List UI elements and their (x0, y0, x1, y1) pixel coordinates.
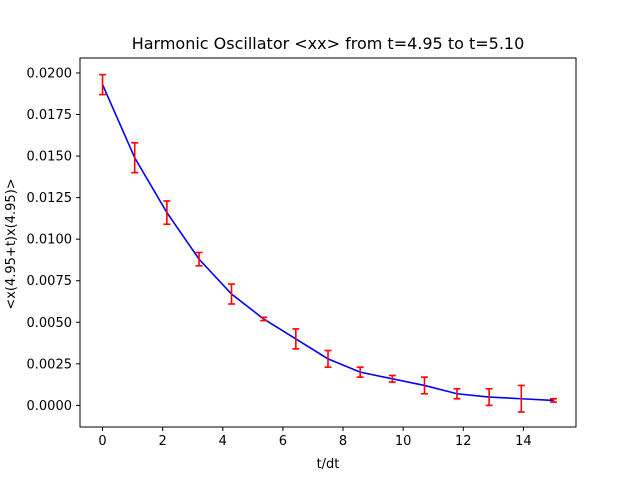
plot-marks (99, 73, 557, 413)
x-tick-label: 0 (98, 434, 106, 449)
errorbar (195, 251, 203, 267)
chart-title: Harmonic Oscillator <xx> from t=4.95 to … (132, 34, 525, 53)
x-tick-label: 10 (395, 434, 412, 449)
errorbar (485, 387, 493, 407)
y-tick-label: 0.0150 (27, 150, 73, 165)
y-tick-label: 0.0175 (27, 108, 73, 123)
x-tick-label: 6 (279, 434, 287, 449)
y-axis-label: <x(4.95+t)x(4.95)> (4, 178, 19, 309)
errorbar (228, 283, 236, 305)
errorbar (356, 366, 364, 378)
y-tick-label: 0.0025 (27, 357, 73, 372)
errorbar (420, 376, 428, 395)
errorbar (324, 349, 332, 368)
x-tick-label: 14 (515, 434, 532, 449)
errorbar (99, 73, 107, 96)
errorbar (453, 387, 461, 400)
errorbar (131, 141, 139, 174)
plot-frame (79, 57, 577, 428)
errorbar (163, 200, 171, 226)
y-axis-ticks: 0.0000 0.0025 0.0050 0.0075 0.0100 0.0125 0.01… (27, 66, 80, 414)
y-tick-label: 0.0075 (27, 274, 73, 289)
y-tick-label: 0.0200 (27, 66, 73, 81)
errorbar (517, 384, 525, 413)
x-tick-label: 8 (339, 434, 347, 449)
x-tick-label: 12 (455, 434, 472, 449)
x-tick-label: 4 (219, 434, 227, 449)
errorbar (260, 316, 268, 322)
x-axis-label: t/dt (317, 457, 340, 472)
errorbar (549, 397, 557, 403)
y-tick-label: 0.0100 (27, 233, 73, 248)
x-axis-ticks: 0 2 4 6 8 10 12 14 (98, 427, 532, 449)
y-tick-label: 0.0125 (27, 191, 73, 206)
y-tick-label: 0.0050 (27, 316, 73, 331)
x-tick-label: 2 (159, 434, 167, 449)
y-tick-label: 0.0000 (27, 399, 73, 414)
errorbar (388, 374, 396, 383)
errorbar (292, 328, 300, 350)
